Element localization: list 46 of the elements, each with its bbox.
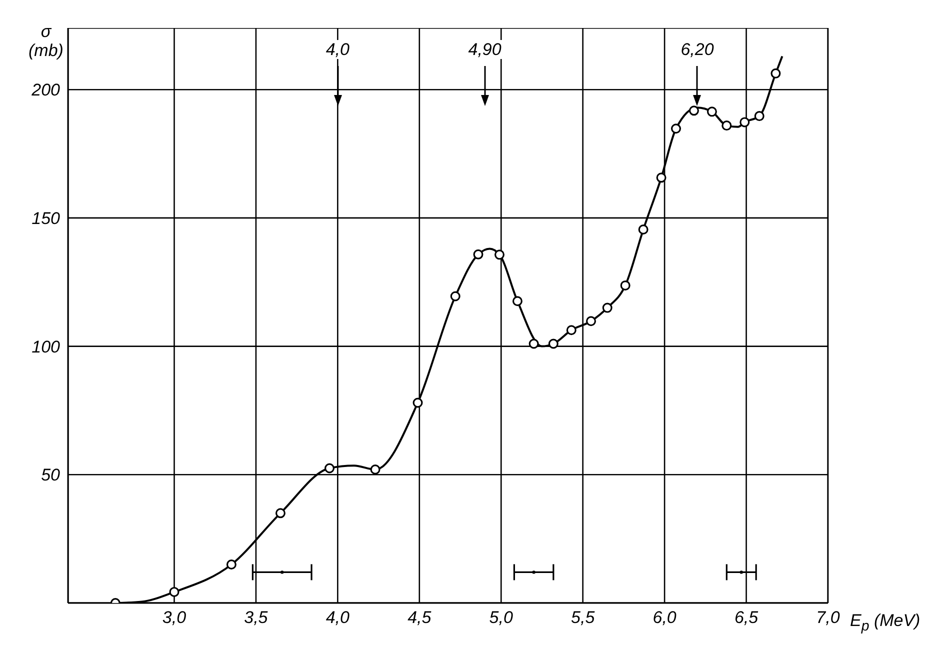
point bbox=[450, 291, 460, 302]
point bbox=[754, 111, 764, 122]
point bbox=[473, 249, 484, 260]
x-tick-label: 5,5 bbox=[571, 608, 596, 628]
point bbox=[532, 570, 536, 574]
x-axis-title: E$_{p}$ (MeV) bbox=[850, 611, 920, 634]
point bbox=[740, 570, 743, 574]
point bbox=[528, 338, 539, 349]
point bbox=[324, 463, 335, 474]
point bbox=[370, 464, 380, 475]
annotation: 6,20 bbox=[678, 40, 716, 59]
point bbox=[512, 296, 522, 306]
x-tick-label: 4,0 bbox=[326, 608, 350, 628]
point bbox=[275, 508, 286, 518]
y-tick-label: 200 bbox=[30, 80, 61, 100]
point bbox=[740, 117, 750, 128]
annotation: 4,90 bbox=[466, 40, 504, 59]
y-axis-title: σ (mb) bbox=[28, 22, 64, 60]
point bbox=[656, 172, 666, 183]
x-tick-label: 6,0 bbox=[652, 608, 677, 628]
point bbox=[688, 106, 699, 116]
y-tick-label: 150 bbox=[32, 208, 61, 228]
point bbox=[412, 398, 423, 408]
point bbox=[494, 250, 504, 260]
point bbox=[169, 586, 180, 597]
y-tick-label: 100 bbox=[32, 337, 61, 356]
point bbox=[638, 224, 648, 235]
x-tick-label: 3,0 bbox=[162, 608, 187, 628]
x-tick-label: 4,5 bbox=[408, 608, 432, 628]
x-tick-label: 5,0 bbox=[489, 608, 514, 628]
annotation: 4,0 bbox=[324, 40, 352, 59]
x-tick-label: 3,5 bbox=[244, 608, 268, 628]
y-tick-label: 50 bbox=[41, 466, 61, 485]
x-tick-label: 7,0 bbox=[816, 608, 840, 628]
x-tick-label: 6,5 bbox=[734, 608, 759, 628]
point bbox=[586, 316, 596, 326]
point bbox=[548, 338, 558, 349]
point bbox=[671, 124, 681, 134]
point bbox=[226, 559, 236, 570]
point bbox=[566, 325, 576, 336]
point bbox=[602, 302, 612, 313]
point bbox=[722, 120, 732, 131]
point bbox=[770, 68, 781, 78]
point bbox=[620, 280, 630, 290]
point bbox=[280, 570, 284, 574]
point bbox=[706, 106, 717, 117]
